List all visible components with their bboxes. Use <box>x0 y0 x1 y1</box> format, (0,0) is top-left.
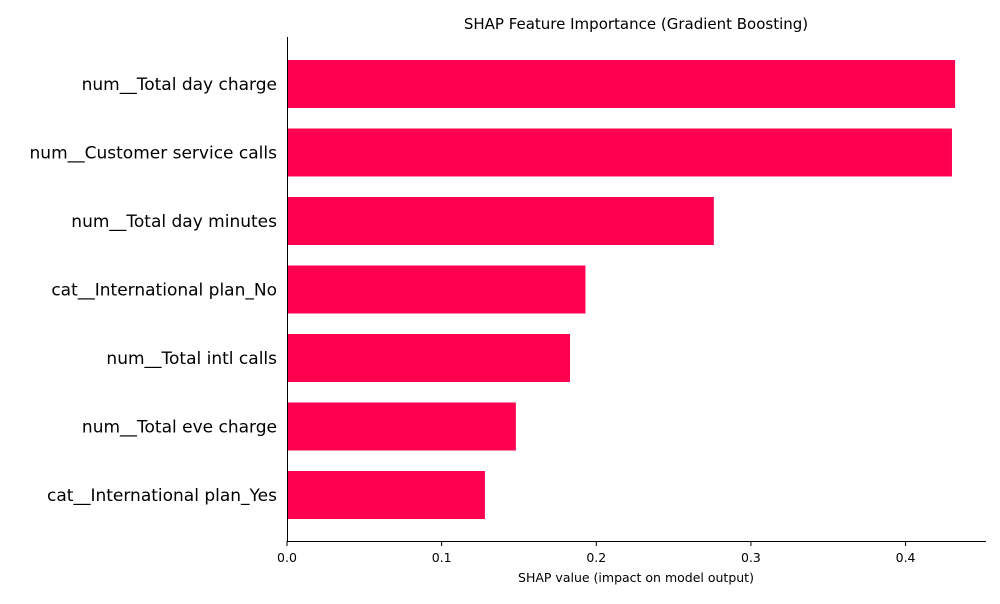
bar-1 <box>287 128 952 177</box>
bars-layer <box>287 60 956 519</box>
bar-5 <box>287 402 516 451</box>
y-tick-label-2: num__Total day minutes <box>71 212 277 232</box>
chart-title: SHAP Feature Importance (Gradient Boosti… <box>464 15 808 33</box>
x-tick-label-3: 0.3 <box>741 550 761 565</box>
y-tick-label-3: cat__International plan_No <box>51 281 277 301</box>
bar-3 <box>287 265 586 314</box>
x-axis: 0.0 0.1 0.2 0.3 0.4 <box>277 541 916 565</box>
y-tick-label-1: num__Customer service calls <box>30 144 278 164</box>
y-tick-label-5: num__Total eve charge <box>82 418 277 438</box>
bar-6 <box>287 471 485 519</box>
y-tick-labels: num__Total day charge num__Customer servi… <box>30 75 278 506</box>
bar-4 <box>287 334 571 382</box>
y-tick-label-0: num__Total day charge <box>82 75 277 95</box>
x-tick-label-0: 0.0 <box>277 550 297 565</box>
x-tick-label-1: 0.1 <box>432 550 452 565</box>
y-tick-label-6: cat__International plan_Yes <box>47 486 277 506</box>
bar-2 <box>287 197 714 245</box>
x-tick-label-4: 0.4 <box>896 550 916 565</box>
x-axis-label: SHAP value (impact on model output) <box>518 570 754 585</box>
bar-0 <box>287 60 956 108</box>
x-tick-label-2: 0.2 <box>586 550 606 565</box>
y-tick-label-4: num__Total intl calls <box>106 349 277 369</box>
